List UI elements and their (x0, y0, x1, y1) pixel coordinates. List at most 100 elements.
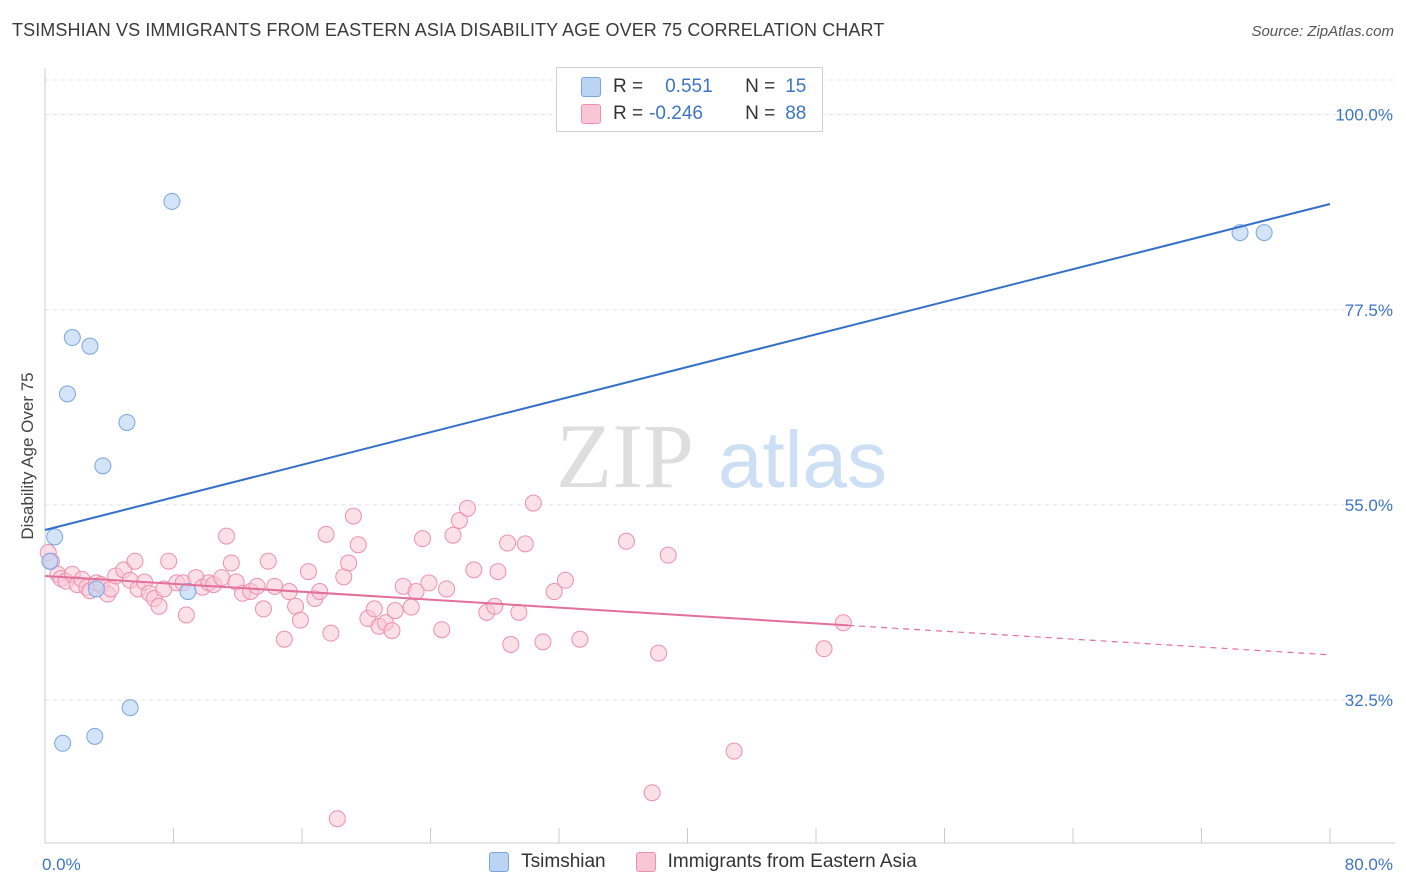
watermark-zip: ZIP (556, 405, 694, 507)
legend-label-immigrants: Immigrants from Eastern Asia (667, 851, 917, 872)
x-tick-label: 80.0% (1345, 855, 1393, 874)
legend-n-value: 88 (785, 103, 807, 124)
legend-row-immigrants: R = -0.246 N = 88 (581, 102, 806, 126)
series-legend: Tsimshian Immigrants from Eastern Asia (0, 851, 1406, 873)
pink-data-point (344, 507, 362, 525)
blue-data-point (1255, 224, 1273, 242)
pink-data-point (502, 635, 520, 653)
legend-row-tsimshian: R = 0.551 N = 15 (581, 75, 806, 99)
blue-data-point (81, 337, 99, 355)
pink-data-point (365, 600, 383, 618)
pink-data-point (444, 526, 462, 544)
pink-data-point (534, 633, 552, 651)
grid-layer (45, 79, 1395, 701)
pink-data-point (177, 606, 195, 624)
watermark: ZIP atlas (556, 405, 887, 507)
legend-swatch-blue (489, 852, 510, 872)
pink-data-point (617, 532, 635, 550)
pink-data-point (433, 621, 451, 639)
pink-data-point (450, 511, 468, 529)
source-credit: Source: ZipAtlas.com (1251, 23, 1394, 40)
legend-r-value: -0.246 (649, 103, 703, 124)
blue-data-point (121, 699, 139, 717)
pink-data-point (659, 546, 677, 564)
pink-data-point (556, 571, 574, 589)
pink-data-point (254, 600, 272, 618)
pink-data-point (275, 630, 293, 648)
pink-data-point (815, 640, 833, 658)
pink-data-point (465, 561, 483, 579)
legend-item-immigrants: Immigrants from Eastern Asia (635, 851, 917, 873)
blue-data-point (87, 580, 105, 598)
pink-data-point (218, 527, 236, 545)
pink-data-point (259, 552, 277, 570)
y-tick-label: 100.0% (1335, 106, 1393, 125)
pink-data-point (248, 577, 266, 595)
pink-data-point (291, 611, 309, 629)
pink-data-point (510, 603, 528, 621)
blue-data-point (163, 192, 181, 210)
pink-data-point (383, 622, 401, 640)
blue-data-point (179, 583, 197, 601)
legend-n-value: 15 (785, 76, 807, 97)
watermark-atlas: atlas (718, 415, 887, 504)
pink-data-point (328, 810, 346, 828)
pink-data-point (420, 574, 438, 592)
pink-series-points (39, 494, 852, 828)
pink-data-point (340, 554, 358, 572)
pink-data-point (650, 644, 668, 662)
pink-data-point (516, 535, 534, 553)
blue-trend-line (44, 203, 1331, 531)
pink-data-point (725, 742, 743, 760)
legend-r-value: 0.551 (665, 76, 713, 97)
legend-swatch-blue (581, 77, 601, 97)
stats-legend: R = 0.551 N = 15 R = -0.246 N = 88 (556, 67, 823, 132)
pink-data-point (349, 536, 367, 554)
blue-data-point (54, 734, 72, 752)
pink-data-point (222, 554, 240, 572)
pink-data-point (458, 499, 476, 517)
pink-data-point (413, 530, 431, 548)
legend-label-tsimshian: Tsimshian (521, 851, 606, 872)
y-tick-label: 32.5% (1345, 691, 1393, 710)
legend-swatch-pink (635, 852, 656, 872)
pink-data-point (266, 577, 284, 595)
pink-data-point (834, 614, 852, 632)
pink-data-point (317, 525, 335, 543)
legend-swatch-pink (581, 104, 601, 124)
pink-data-point (386, 602, 404, 620)
pink-data-point (489, 563, 507, 581)
blue-data-point (58, 385, 76, 403)
legend-n-label: N = (745, 103, 776, 124)
pink-trend-line (44, 574, 849, 627)
trend-lines (44, 203, 1331, 656)
pink-data-point (150, 597, 168, 615)
pink-data-point (524, 494, 542, 512)
blue-data-point (41, 552, 59, 570)
y-axis-label: Disability Age Over 75 (18, 372, 37, 539)
legend-item-tsimshian: Tsimshian (489, 851, 606, 873)
blue-data-point (46, 528, 64, 546)
axes (44, 68, 1395, 844)
legend-r-label: R = (613, 76, 644, 97)
chart-title: TSIMSHIAN VS IMMIGRANTS FROM EASTERN ASI… (12, 20, 885, 40)
pink-data-point (322, 624, 340, 642)
blue-data-point (63, 329, 81, 347)
x-tick-label: 0.0% (42, 855, 81, 874)
pink-data-point (643, 784, 661, 802)
pink-data-point (160, 552, 178, 570)
pink-data-point (545, 583, 563, 601)
blue-data-point (94, 457, 112, 475)
legend-n-label: N = (745, 76, 776, 97)
legend-r-label: R = (613, 103, 644, 124)
tick-labels: 100.0% 77.5% 55.0% 32.5% 0.0% 80.0% (42, 106, 1393, 874)
pink-data-point (571, 630, 589, 648)
y-tick-label: 55.0% (1345, 496, 1393, 515)
pink-data-point (126, 552, 144, 570)
pink-data-point (486, 597, 504, 615)
blue-series-points (41, 192, 1273, 752)
blue-data-point (118, 413, 136, 431)
pink-data-point (213, 569, 231, 587)
y-tick-label: 77.5% (1345, 301, 1393, 320)
